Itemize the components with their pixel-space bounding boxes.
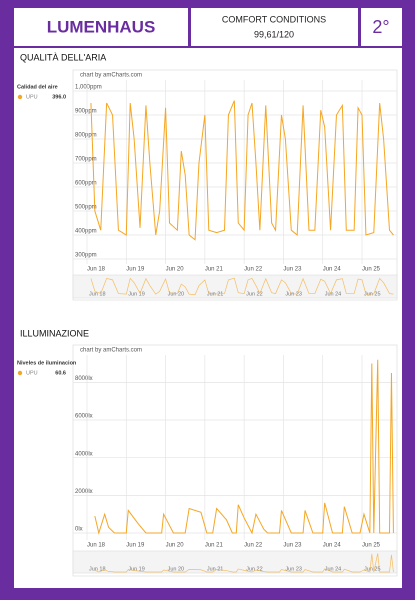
legend-name: UPU [26, 94, 38, 100]
rank: 2° [372, 17, 389, 37]
chart-title: QUALITÀ DELL'ARIA [20, 52, 106, 62]
x-tick-label: Jun 22 [244, 543, 263, 549]
scroll-x-label: Jun 23 [285, 566, 302, 572]
y-tick-label: 500ppm [75, 205, 97, 211]
scroll-x-label: Jun 21 [207, 566, 224, 572]
data-line [90, 100, 394, 241]
title-box [14, 8, 188, 46]
scroll-x-label: Jun 18 [89, 566, 106, 572]
legend-value: 60.6 [55, 370, 66, 376]
y-tick-label: 800ppm [75, 133, 97, 139]
y-tick-label: 8000lx [75, 376, 93, 382]
scrollbar [72, 274, 398, 299]
scroll-x-label: Jun 19 [128, 291, 145, 297]
data-line [94, 359, 394, 535]
rank-box [361, 8, 402, 46]
x-tick-label: Jun 23 [283, 267, 302, 273]
x-tick-label: Jun 24 [323, 267, 342, 273]
x-tick-label: Jun 24 [323, 543, 342, 549]
y-tick-label: 700ppm [75, 157, 97, 163]
y-tick-label: 900ppm [75, 109, 97, 115]
legend-name: UPU [26, 370, 38, 376]
scroll-x-label: Jun 19 [128, 566, 145, 572]
scroll-x-label: Jun 20 [168, 291, 185, 297]
legend-marker [17, 94, 23, 100]
scroll-x-label: Jun 20 [168, 566, 185, 572]
x-tick-label: Jun 21 [205, 267, 224, 273]
scroll-x-label: Jun 25 [364, 566, 381, 572]
scroll-x-label: Jun 22 [246, 291, 263, 297]
y-tick-label: 400ppm [75, 229, 97, 235]
chart-title: ILLUMINAZIONE [20, 328, 89, 338]
subtitle: COMFORT CONDITIONS [222, 14, 326, 24]
x-tick-label: Jun 20 [166, 543, 185, 549]
scroll-x-label: Jun 21 [207, 291, 224, 297]
legend-marker [17, 370, 23, 376]
x-tick-label: Jun 25 [362, 267, 381, 273]
y-tick-label: 2000lx [75, 489, 93, 495]
x-tick-label: Jun 18 [87, 267, 106, 273]
x-tick-label: Jun 19 [126, 543, 145, 549]
x-tick-label: Jun 23 [283, 543, 302, 549]
y-tick-label: 300ppm [75, 253, 97, 259]
y-tick-label: 4000lx [75, 451, 93, 457]
credit: chart by amCharts.com [80, 73, 142, 79]
conditions-box [191, 8, 358, 46]
y-tick-label: 1,000ppm [75, 85, 102, 91]
chart-frame [72, 69, 398, 301]
chart-frame [72, 344, 398, 577]
y-tick-label: 600ppm [75, 181, 97, 187]
legend-title: Niveles de iluminacion [17, 360, 77, 366]
scroll-line [94, 553, 394, 573]
x-tick-label: Jun 21 [205, 543, 224, 549]
site-title: LUMENHAUS [47, 17, 156, 36]
scroll-x-label: Jun 25 [364, 291, 381, 297]
x-tick-label: Jun 22 [244, 267, 263, 273]
scroll-x-label: Jun 24 [325, 291, 342, 297]
y-tick-label: 6000lx [75, 414, 93, 420]
legend-title: Calidad del aire [17, 84, 58, 90]
score: 99,61/120 [254, 29, 294, 39]
x-tick-label: Jun 20 [166, 267, 185, 273]
x-tick-label: Jun 18 [87, 543, 106, 549]
credit: chart by amCharts.com [80, 348, 142, 354]
scrollbar [72, 550, 398, 574]
scroll-x-label: Jun 18 [89, 291, 106, 297]
scroll-x-label: Jun 23 [285, 291, 302, 297]
x-tick-label: Jun 25 [362, 543, 381, 549]
scroll-line [90, 277, 394, 296]
y-tick-label: 0lx [75, 527, 83, 533]
legend-value: 396.0 [52, 94, 66, 100]
scroll-x-label: Jun 22 [246, 566, 263, 572]
x-tick-label: Jun 19 [126, 267, 145, 273]
scroll-x-label: Jun 24 [325, 566, 342, 572]
